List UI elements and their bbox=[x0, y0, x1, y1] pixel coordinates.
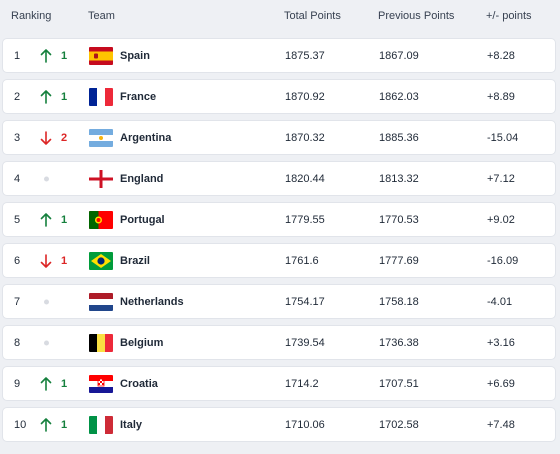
table-row[interactable]: 1 1 Spain 1875.37 1867.09 +8.28 bbox=[2, 38, 556, 73]
rank-change: 1 bbox=[61, 418, 68, 431]
france-flag bbox=[89, 87, 113, 106]
team-name[interactable]: Belgium bbox=[120, 336, 164, 349]
rank-number: 4 bbox=[14, 172, 21, 185]
total-points: 1870.32 bbox=[285, 131, 325, 144]
previous-points: 1885.36 bbox=[379, 131, 419, 144]
total-points: 1779.55 bbox=[285, 213, 325, 226]
points-difference: -15.04 bbox=[487, 131, 519, 144]
table-header: Ranking Team Total Points Previous Point… bbox=[0, 0, 560, 32]
rank-number: 3 bbox=[14, 131, 21, 144]
total-points: 1710.06 bbox=[285, 418, 325, 431]
no-change-dot-icon bbox=[44, 340, 49, 345]
croatia-flag bbox=[89, 374, 113, 393]
arrow-up-icon bbox=[40, 89, 52, 104]
rank-number: 1 bbox=[14, 49, 21, 62]
previous-points: 1736.38 bbox=[379, 336, 419, 349]
rank-change: 1 bbox=[61, 213, 68, 226]
arrow-up-icon bbox=[40, 376, 52, 391]
previous-points: 1862.03 bbox=[379, 90, 419, 103]
total-points: 1714.2 bbox=[285, 377, 319, 390]
arrow-down-icon bbox=[40, 130, 52, 145]
team-name[interactable]: Netherlands bbox=[120, 295, 184, 308]
previous-points: 1813.32 bbox=[379, 172, 419, 185]
header-previous-points: Previous Points bbox=[378, 10, 455, 22]
total-points: 1761.6 bbox=[285, 254, 319, 267]
previous-points: 1707.51 bbox=[379, 377, 419, 390]
ranking-table: 1 1 Spain 1875.37 1867.09 +8.28 2 1 Fran… bbox=[2, 38, 556, 448]
arrow-down-icon bbox=[40, 253, 52, 268]
team-name[interactable]: Brazil bbox=[120, 254, 150, 267]
argentina-flag bbox=[89, 128, 113, 147]
points-difference: +6.69 bbox=[487, 377, 515, 390]
total-points: 1820.44 bbox=[285, 172, 325, 185]
no-change-dot-icon bbox=[44, 176, 49, 181]
table-row[interactable]: 2 1 France 1870.92 1862.03 +8.89 bbox=[2, 79, 556, 114]
england-flag bbox=[89, 169, 113, 188]
rank-number: 6 bbox=[14, 254, 21, 267]
total-points: 1739.54 bbox=[285, 336, 325, 349]
points-difference: -4.01 bbox=[487, 295, 513, 308]
belgium-flag bbox=[89, 333, 113, 352]
points-difference: +8.28 bbox=[487, 49, 515, 62]
brazil-flag bbox=[89, 251, 113, 270]
team-name[interactable]: France bbox=[120, 90, 157, 103]
team-name[interactable]: Portugal bbox=[120, 213, 165, 226]
team-name[interactable]: England bbox=[120, 172, 164, 185]
previous-points: 1777.69 bbox=[379, 254, 419, 267]
points-difference: +7.48 bbox=[487, 418, 515, 431]
team-name[interactable]: Argentina bbox=[120, 131, 172, 144]
rank-number: 9 bbox=[14, 377, 21, 390]
table-row[interactable]: 9 1 Croatia 1714.2 1707.51 +6.69 bbox=[2, 366, 556, 401]
arrow-up-icon bbox=[40, 417, 52, 432]
rank-number: 8 bbox=[14, 336, 21, 349]
rank-number: 10 bbox=[14, 418, 27, 431]
points-difference: +3.16 bbox=[487, 336, 515, 349]
table-row[interactable]: 8 Belgium 1739.54 1736.38 +3.16 bbox=[2, 325, 556, 360]
rank-change: 1 bbox=[61, 49, 68, 62]
previous-points: 1758.18 bbox=[379, 295, 419, 308]
rank-change: 1 bbox=[61, 377, 68, 390]
points-difference: +7.12 bbox=[487, 172, 515, 185]
total-points: 1754.17 bbox=[285, 295, 325, 308]
header-ranking: Ranking bbox=[11, 10, 52, 22]
team-name[interactable]: Italy bbox=[120, 418, 143, 431]
table-row[interactable]: 6 1 Brazil 1761.6 1777.69 -16.09 bbox=[2, 243, 556, 278]
no-change-dot-icon bbox=[44, 299, 49, 304]
header-team: Team bbox=[88, 10, 115, 22]
team-name[interactable]: Spain bbox=[120, 49, 150, 62]
rank-change: 2 bbox=[61, 131, 68, 144]
spain-flag bbox=[89, 46, 113, 65]
previous-points: 1702.58 bbox=[379, 418, 419, 431]
points-difference: +8.89 bbox=[487, 90, 515, 103]
rank-change: 1 bbox=[61, 254, 68, 267]
rank-change: 1 bbox=[61, 90, 68, 103]
netherlands-flag bbox=[89, 292, 113, 311]
arrow-up-icon bbox=[40, 48, 52, 63]
previous-points: 1867.09 bbox=[379, 49, 419, 62]
points-difference: +9.02 bbox=[487, 213, 515, 226]
table-row[interactable]: 5 1 Portugal 1779.55 1770.53 +9.02 bbox=[2, 202, 556, 237]
team-name[interactable]: Croatia bbox=[120, 377, 158, 390]
table-row[interactable]: 7 Netherlands 1754.17 1758.18 -4.01 bbox=[2, 284, 556, 319]
rank-number: 2 bbox=[14, 90, 21, 103]
portugal-flag bbox=[89, 210, 113, 229]
table-row[interactable]: 10 1 Italy 1710.06 1702.58 +7.48 bbox=[2, 407, 556, 442]
total-points: 1875.37 bbox=[285, 49, 325, 62]
table-row[interactable]: 3 2 Argentina 1870.32 1885.36 -15.04 bbox=[2, 120, 556, 155]
rank-number: 7 bbox=[14, 295, 21, 308]
italy-flag bbox=[89, 415, 113, 434]
table-row[interactable]: 4 England 1820.44 1813.32 +7.12 bbox=[2, 161, 556, 196]
header-diff-points: +/- points bbox=[486, 10, 532, 22]
previous-points: 1770.53 bbox=[379, 213, 419, 226]
total-points: 1870.92 bbox=[285, 90, 325, 103]
header-total-points: Total Points bbox=[284, 10, 341, 22]
points-difference: -16.09 bbox=[487, 254, 519, 267]
arrow-up-icon bbox=[40, 212, 52, 227]
rank-number: 5 bbox=[14, 213, 21, 226]
